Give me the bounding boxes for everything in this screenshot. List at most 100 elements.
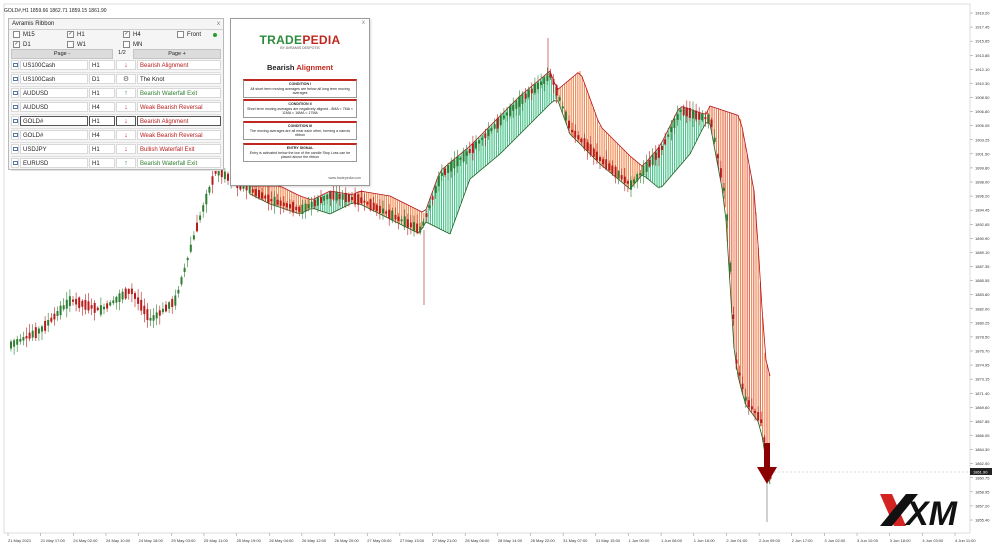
signal-timeframe[interactable]: H4 bbox=[89, 102, 115, 112]
signal-symbol[interactable]: US100Cash bbox=[20, 74, 88, 84]
candle-body bbox=[109, 302, 112, 306]
checkbox-icon[interactable] bbox=[13, 31, 20, 38]
candle-body bbox=[564, 111, 567, 121]
candle-body bbox=[543, 77, 546, 85]
timeframe-front[interactable]: Front bbox=[177, 31, 201, 39]
signal-row[interactable]: GOLD# H1 ↓ Bearish Alignment bbox=[11, 115, 221, 129]
candle-body bbox=[118, 293, 121, 302]
candle-body bbox=[447, 165, 450, 174]
ribbon-panel-titlebar[interactable]: Avramis Ribbon x bbox=[9, 19, 223, 30]
xm-logo-icon: XM bbox=[880, 494, 958, 533]
window-icon[interactable] bbox=[11, 144, 19, 154]
signal-symbol[interactable]: US100Cash bbox=[20, 60, 88, 70]
signal-name[interactable]: Bearish Waterfall Exit bbox=[137, 158, 221, 168]
signal-timeframe[interactable]: H1 bbox=[89, 158, 115, 168]
page-next-button[interactable]: Page + bbox=[133, 49, 221, 59]
timeframe-h1[interactable]: ✓ H1 bbox=[67, 31, 85, 39]
candle-body bbox=[192, 235, 195, 240]
signal-row[interactable]: AUDUSD H4 ↓ Weak Bearish Reversal bbox=[11, 101, 221, 115]
signal-timeframe[interactable]: H4 bbox=[89, 130, 115, 140]
close-icon[interactable]: x bbox=[217, 21, 220, 27]
signal-row[interactable]: EURUSD H1 ↑ Bearish Waterfall Exit bbox=[11, 157, 221, 171]
signal-row[interactable]: GOLD# H4 ↓ Weak Bearish Reversal bbox=[11, 129, 221, 143]
signal-row[interactable]: US100Cash D1 ⚙ The Knot bbox=[11, 73, 221, 87]
signal-row[interactable]: US100Cash H1 ↓ Bearish Alignment bbox=[11, 59, 221, 73]
candle-body bbox=[425, 213, 428, 217]
timeframe-mn[interactable]: MN bbox=[123, 41, 142, 49]
y-axis-label: 1871.40 bbox=[975, 391, 990, 396]
signal-name[interactable]: Bearish Waterfall Exit bbox=[137, 88, 221, 98]
timeframe-d1[interactable]: ✓ D1 bbox=[13, 41, 31, 49]
candle-body bbox=[546, 75, 549, 81]
candle-body bbox=[518, 96, 521, 107]
checkbox-icon[interactable] bbox=[123, 41, 130, 48]
window-icon[interactable] bbox=[11, 74, 19, 84]
close-icon[interactable]: x bbox=[362, 20, 365, 26]
candle-body bbox=[747, 400, 750, 408]
window-icon[interactable] bbox=[11, 158, 19, 168]
signal-row[interactable]: USDJPY H1 ↓ Bullish Waterfall Exit bbox=[11, 143, 221, 157]
candle-body bbox=[279, 200, 282, 206]
candle-body bbox=[654, 152, 657, 160]
timeframe-h4[interactable]: ✓ H4 bbox=[123, 31, 141, 39]
checkbox-icon[interactable] bbox=[67, 41, 74, 48]
signal-row[interactable]: AUDUSD H1 ↑ Bearish Waterfall Exit bbox=[11, 87, 221, 101]
signal-symbol[interactable]: USDJPY bbox=[20, 144, 88, 154]
candle-body bbox=[558, 97, 561, 101]
candle-body bbox=[103, 306, 105, 310]
signal-name[interactable]: The Knot bbox=[137, 74, 221, 84]
candle-body bbox=[664, 139, 667, 145]
tradepedia-info-card[interactable]: x TRADEPEDIA BY AVRAMIS DESPOTIS Bearish… bbox=[230, 18, 370, 186]
signal-name[interactable]: Bullish Waterfall Exit bbox=[137, 144, 221, 154]
window-icon[interactable] bbox=[11, 88, 19, 98]
arrow-down-icon: ↓ bbox=[116, 102, 136, 112]
candle-body bbox=[723, 187, 725, 191]
x-axis-label: 25 May 11:00 bbox=[204, 538, 229, 543]
candle-body bbox=[710, 119, 713, 127]
checkbox-checked-icon[interactable]: ✓ bbox=[123, 31, 130, 38]
ribbon-panel[interactable]: Avramis Ribbon x M15 ✓ H1 ✓ H4 Front ✓ D1 W… bbox=[8, 18, 224, 171]
signal-symbol[interactable]: AUDUSD bbox=[20, 102, 88, 112]
candle-body bbox=[713, 137, 716, 142]
signal-timeframe[interactable]: H1 bbox=[89, 60, 115, 70]
candle-body bbox=[692, 109, 694, 119]
signal-name[interactable]: Bearish Alignment bbox=[137, 116, 221, 126]
signal-timeframe[interactable]: H1 bbox=[89, 116, 115, 126]
checkbox-icon[interactable] bbox=[177, 31, 184, 38]
signal-timeframe[interactable]: H1 bbox=[89, 88, 115, 98]
signal-timeframe[interactable]: D1 bbox=[89, 74, 115, 84]
candle-body bbox=[670, 126, 673, 133]
candle-body bbox=[310, 201, 313, 208]
window-icon[interactable] bbox=[11, 130, 19, 140]
candle-body bbox=[561, 106, 564, 109]
candle-body bbox=[378, 205, 381, 213]
x-axis-label: 21 May 2021 bbox=[8, 538, 32, 543]
window-icon[interactable] bbox=[11, 60, 19, 70]
signal-name[interactable]: Weak Bearish Reversal bbox=[137, 130, 221, 140]
candle-body bbox=[630, 180, 632, 190]
checkbox-checked-icon[interactable]: ✓ bbox=[67, 31, 74, 38]
signal-symbol[interactable]: EURUSD bbox=[20, 158, 88, 168]
page-prev-button[interactable]: Page - bbox=[11, 49, 113, 59]
checkbox-checked-icon[interactable]: ✓ bbox=[13, 41, 20, 48]
candle-body bbox=[143, 305, 146, 315]
window-icon[interactable] bbox=[11, 116, 19, 126]
signal-name[interactable]: Weak Bearish Reversal bbox=[137, 102, 221, 112]
timeframe-m15[interactable]: M15 bbox=[13, 31, 35, 39]
window-icon[interactable] bbox=[11, 102, 19, 112]
candle-body bbox=[301, 204, 304, 214]
timeframe-w1[interactable]: W1 bbox=[67, 41, 86, 49]
signal-symbol[interactable]: GOLD# bbox=[20, 130, 88, 140]
candle-body bbox=[93, 302, 96, 313]
signal-symbol[interactable]: GOLD# bbox=[20, 116, 88, 126]
candle-body bbox=[13, 340, 16, 347]
signal-name[interactable]: Bearish Alignment bbox=[137, 60, 221, 70]
signal-timeframe[interactable]: H1 bbox=[89, 144, 115, 154]
candle-body bbox=[679, 109, 682, 112]
candle-body bbox=[264, 195, 267, 199]
candle-body bbox=[56, 311, 59, 316]
signal-symbol[interactable]: AUDUSD bbox=[20, 88, 88, 98]
x-axis-label: 2 Jun 01:00 bbox=[726, 538, 748, 543]
